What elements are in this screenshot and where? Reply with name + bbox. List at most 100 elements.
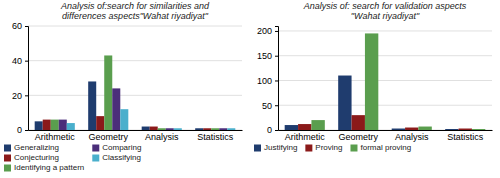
legend: Justifying Proving formal proving (254, 143, 411, 152)
legend-label: Classifying (102, 153, 141, 162)
bar (104, 55, 112, 130)
tick-label: 200 (257, 26, 272, 36)
tick-mark (275, 80, 278, 81)
bar (166, 128, 174, 130)
bar (459, 129, 472, 130)
bar (96, 116, 104, 130)
y-axis: 050100150200 (257, 26, 279, 135)
tick: 200 (257, 26, 278, 36)
y-axis: 0 20 40 60 (12, 21, 29, 135)
legend-swatch (305, 145, 312, 152)
panel: 0 20 40 60 Arithmetic Geometry Analysis Statist… (4, 1, 243, 172)
tick-label: 40 (12, 56, 22, 66)
tick-label: 0 (267, 125, 272, 135)
tick: Geometry (88, 132, 128, 142)
legend-swatch (4, 165, 11, 172)
bar (405, 128, 418, 130)
grid-line (28, 95, 242, 96)
legend-swatch (254, 145, 261, 152)
bar (112, 88, 120, 130)
bar (352, 115, 365, 130)
bar-series (35, 81, 204, 130)
grid-line (28, 60, 242, 61)
tick-label: Geometry (338, 132, 378, 142)
tick-label: 0 (17, 125, 22, 135)
bar (158, 128, 166, 130)
legend-item: Proving (305, 143, 342, 152)
x-axis: Arithmetic Geometry Analysis Statistics (29, 131, 243, 143)
tick-label: 20 (12, 91, 22, 101)
title-line: differences aspects"Wahat riyadiyat" (62, 11, 209, 21)
bar (298, 124, 311, 130)
bar (67, 123, 75, 130)
legend-label: Conjecturing (14, 153, 59, 162)
legend-item: Classifying (92, 153, 141, 162)
x-axis: ArithmeticGeometryAnalysisStatistics (279, 131, 493, 143)
tick-label: Arithmetic (285, 132, 326, 142)
tick-mark (275, 56, 278, 57)
tick-label: 150 (257, 51, 272, 61)
tick-label: Statistics (197, 132, 234, 142)
tick-label: 100 (257, 76, 272, 86)
tick-mark (25, 61, 28, 62)
tick-mark (25, 95, 28, 96)
legend-item: Generalizing (4, 143, 59, 152)
bar (59, 120, 67, 130)
legend-label: Comparing (102, 143, 141, 152)
axis-line (279, 130, 493, 131)
legend-item: Identifying a pattern (4, 163, 84, 172)
bar (227, 128, 235, 130)
legend-label: Identifying a pattern (14, 163, 84, 172)
grid-line (278, 30, 492, 31)
bar (150, 127, 158, 130)
title-line: "Wahat riyadiyat" (351, 11, 420, 21)
bar (142, 127, 150, 130)
bar (195, 128, 203, 130)
legend-swatch (350, 145, 357, 152)
axis-line (29, 130, 243, 131)
tick: 60 (12, 21, 28, 31)
tick: 100 (257, 76, 278, 86)
legend-label: formal proving (360, 143, 411, 152)
legend-swatch (92, 145, 99, 152)
tick: Geometry (338, 132, 378, 142)
chart-root: 0 20 40 60 Arithmetic Geometry Analysis Statist… (0, 0, 500, 178)
tick: Statistics (447, 132, 484, 142)
legend-label: Justifying (264, 143, 297, 152)
bar (365, 33, 378, 130)
tick-mark (25, 26, 28, 27)
legend-item: formal proving (350, 143, 411, 152)
legend-swatch (4, 145, 11, 152)
bar (219, 128, 227, 130)
tick: Analysis (145, 132, 179, 142)
tick: 0 (17, 125, 28, 135)
legend: GeneralizingConjecturingIdentifying a pa… (4, 143, 141, 172)
title-line: Analysis of:search for similarities and (60, 1, 210, 11)
tick: Arithmetic (35, 132, 76, 142)
tick: Statistics (197, 132, 234, 142)
tick-mark (275, 31, 278, 32)
grid (278, 31, 492, 130)
bars (285, 33, 486, 130)
bar (211, 128, 219, 130)
axis-line (25, 27, 29, 131)
title: Analysis of:search for similarities andd… (60, 1, 210, 21)
bar-series (59, 88, 228, 130)
tick: 20 (12, 91, 28, 101)
bar (120, 109, 128, 130)
legend-item: Comparing (92, 143, 141, 152)
grid-line (278, 105, 492, 106)
grid-line (278, 55, 492, 56)
bar (203, 128, 211, 130)
tick-mark (25, 130, 28, 131)
legend-label: Proving (315, 143, 342, 152)
bar (35, 121, 43, 130)
grid-line (28, 26, 242, 27)
axis-line (275, 27, 279, 131)
tick: 0 (267, 125, 278, 135)
bar (51, 120, 59, 130)
legend-swatch (92, 155, 99, 162)
title-line: Analysis of: search for validation aspec… (303, 1, 467, 11)
tick-mark (275, 105, 278, 106)
bar (174, 128, 182, 130)
